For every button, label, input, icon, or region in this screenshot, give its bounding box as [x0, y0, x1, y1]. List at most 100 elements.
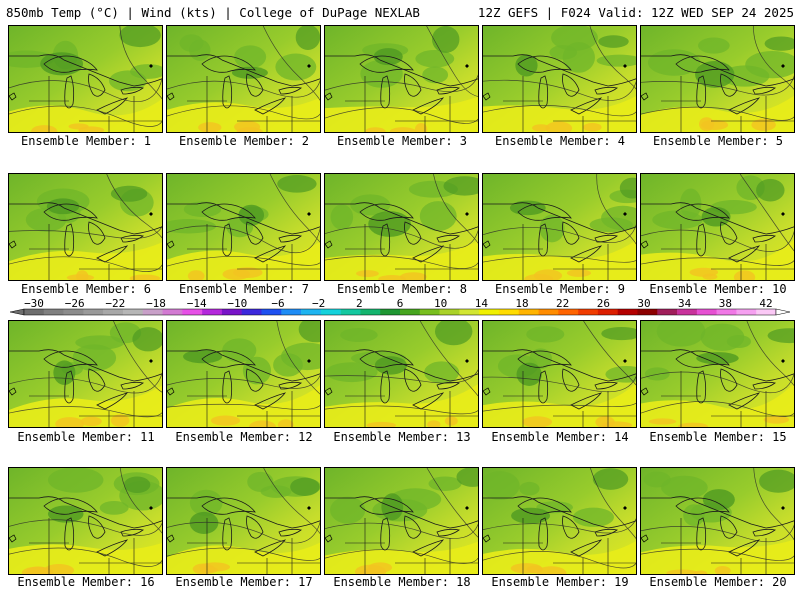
ensemble-map-panel [640, 25, 795, 133]
ensemble-member-label: Ensemble Member: 5 [652, 134, 784, 148]
ensemble-map-panel [482, 320, 637, 428]
ensemble-member-label: Ensemble Member: 18 [333, 575, 471, 589]
temperature-map [641, 321, 794, 427]
temperature-map [641, 468, 794, 574]
colorbar-segment [617, 309, 638, 315]
colorbar-segment [696, 309, 717, 315]
model-run-info: 12Z GEFS | F024 Valid: 12Z WED SEP 24 20… [477, 5, 794, 20]
ensemble-member-label: Ensemble Member: 11 [17, 430, 155, 444]
colorbar-segment [43, 309, 64, 315]
ensemble-map-panel [482, 467, 637, 575]
temperature-map [483, 26, 636, 132]
temperature-map [483, 174, 636, 280]
temperature-map [9, 26, 162, 132]
ensemble-map-panel [324, 467, 479, 575]
ensemble-member-label: Ensemble Member: 17 [175, 575, 313, 589]
ensemble-map-panel [166, 25, 321, 133]
ensemble-map-panel [8, 25, 163, 133]
colorbar-segment [281, 309, 302, 315]
colorbar-tick-label: 2 [356, 297, 363, 310]
colorbar-tick-label: 14 [474, 297, 488, 310]
colorbar-tick-label: −26 [64, 297, 85, 310]
colorbar-segment [301, 309, 322, 315]
colorbar-tick-label: 30 [637, 297, 651, 310]
colorbar-tick-label: 38 [718, 297, 732, 310]
colorbar-tick-label: 34 [678, 297, 692, 310]
temperature-map [167, 321, 320, 427]
ensemble-map-panel [324, 25, 479, 133]
colorbar-segment [657, 309, 678, 315]
ensemble-member-label: Ensemble Member: 1 [20, 134, 152, 148]
colorbar-tick-label: 10 [434, 297, 448, 310]
colorbar-segment [459, 309, 480, 315]
ensemble-member-label: Ensemble Member: 6 [20, 282, 152, 296]
temperature-map [325, 321, 478, 427]
colorbar-tick-label: −2 [312, 297, 326, 310]
ensemble-map-panel [482, 25, 637, 133]
ensemble-map-panel [8, 467, 163, 575]
chart-title: 850mb Temp (°C) | Wind (kts) | College o… [6, 5, 420, 20]
colorbar-segment [597, 309, 618, 315]
colorbar-tick-label: 18 [515, 297, 529, 310]
colorbar-tick-label: −18 [146, 297, 166, 310]
temperature-map [167, 26, 320, 132]
ensemble-map-panel [166, 173, 321, 281]
colorbar-high-arrow [775, 308, 791, 316]
colorbar-segment [518, 309, 539, 315]
ensemble-map-panel [640, 173, 795, 281]
colorbar-tick-label: −10 [227, 297, 248, 310]
colorbar-segment [419, 309, 440, 315]
colorbar-tick-label: 42 [759, 297, 773, 310]
ensemble-map-panel [482, 173, 637, 281]
ensemble-member-label: Ensemble Member: 7 [178, 282, 310, 296]
ensemble-member-label: Ensemble Member: 13 [333, 430, 471, 444]
colorbar-tick-label: −14 [186, 297, 207, 310]
ensemble-member-label: Ensemble Member: 16 [17, 575, 155, 589]
colorbar-segment [162, 309, 183, 315]
temperature-map [483, 321, 636, 427]
ensemble-map-panel [166, 320, 321, 428]
temperature-map [9, 321, 162, 427]
ensemble-member-label: Ensemble Member: 15 [649, 430, 787, 444]
colorbar-segment [340, 309, 361, 315]
temperature-map [325, 468, 478, 574]
colorbar [9, 308, 791, 316]
ensemble-member-label: Ensemble Member: 14 [491, 430, 629, 444]
colorbar-segment [103, 309, 124, 315]
temperature-map [167, 468, 320, 574]
ensemble-member-label: Ensemble Member: 12 [175, 430, 313, 444]
colorbar-segment [756, 309, 777, 315]
ensemble-map-panel [324, 320, 479, 428]
ensemble-member-label: Ensemble Member: 20 [649, 575, 787, 589]
colorbar-segment [24, 309, 45, 315]
temperature-map [325, 174, 478, 280]
ensemble-map-panel [8, 173, 163, 281]
colorbar-segment [63, 309, 84, 315]
colorbar-segment [360, 309, 381, 315]
colorbar-segment [439, 309, 460, 315]
colorbar-tick-label: −30 [24, 297, 44, 310]
colorbar-tick-label: −6 [271, 297, 285, 310]
colorbar-segment [578, 309, 599, 315]
colorbar-segment [202, 309, 223, 315]
ensemble-map-panel [640, 320, 795, 428]
colorbar-segment [83, 309, 104, 315]
ensemble-member-label: Ensemble Member: 3 [336, 134, 468, 148]
colorbar-segment [261, 309, 282, 315]
colorbar-low-arrow [9, 308, 25, 316]
colorbar-segment [182, 309, 203, 315]
colorbar-segment [400, 309, 421, 315]
ensemble-map-panel [166, 467, 321, 575]
ensemble-member-label: Ensemble Member: 10 [649, 282, 787, 296]
ensemble-map-panel [324, 173, 479, 281]
ensemble-member-label: Ensemble Member: 19 [491, 575, 629, 589]
colorbar-segment [142, 309, 163, 315]
colorbar-segment [122, 309, 144, 315]
temperature-map [641, 174, 794, 280]
colorbar-segment [716, 309, 737, 315]
temperature-map [9, 174, 162, 280]
temperature-map [167, 174, 320, 280]
colorbar-tick-label: −22 [105, 297, 126, 310]
colorbar-segment [380, 309, 401, 315]
colorbar-segment [320, 309, 341, 315]
